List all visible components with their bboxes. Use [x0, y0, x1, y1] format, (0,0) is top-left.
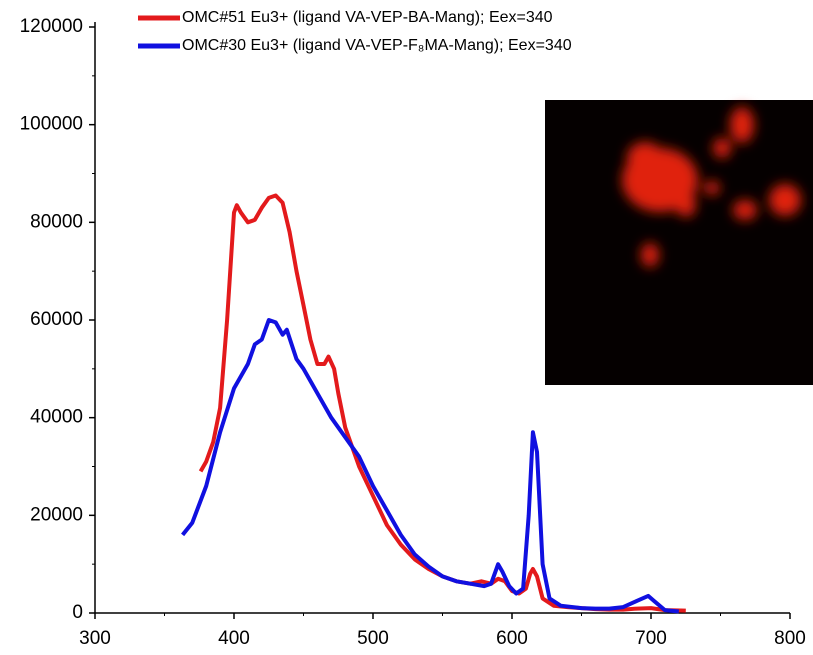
legend-label: OMC#30 Eu3+ (ligand VA-VEP-F₈MA-Mang); E… [182, 37, 572, 54]
data-line [181, 318, 680, 614]
x-tick-label: 500 [357, 628, 389, 649]
x-tick-label: 600 [496, 628, 528, 649]
y-tick-label: 20000 [30, 504, 83, 525]
y-tick-label: 40000 [30, 407, 83, 428]
x-tick-label: 800 [774, 628, 806, 649]
x-tick-label: 300 [79, 628, 111, 649]
legend-label: OMC#51 Eu3+ (ligand VA-VEP-BA-Mang); Eex… [182, 9, 553, 26]
x-tick-label: 700 [635, 628, 667, 649]
y-tick-label: 120000 [20, 16, 83, 37]
y-tick-label: 60000 [30, 309, 83, 330]
inset-image [545, 100, 813, 385]
y-tick-label: 80000 [30, 211, 83, 232]
y-tick-label: 0 [72, 602, 83, 623]
y-tick-label: 100000 [20, 114, 83, 135]
data-line [198, 193, 686, 613]
x-tick-label: 400 [218, 628, 250, 649]
